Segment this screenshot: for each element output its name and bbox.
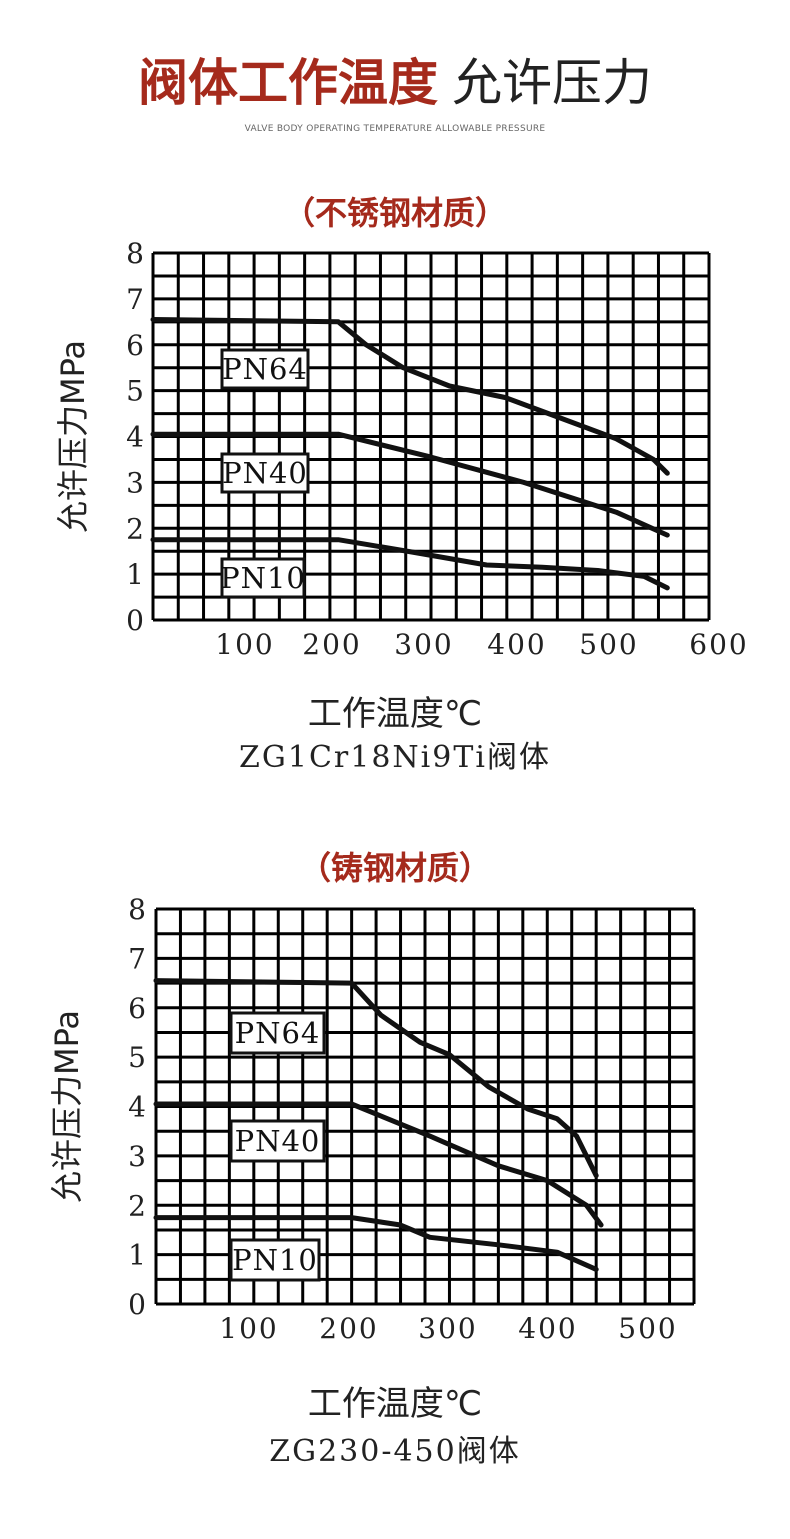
series-label-pn64: PN64 — [229, 1011, 326, 1055]
x-tick-label: 600 — [689, 628, 748, 661]
page-title-strong: 阀体工作温度 — [138, 53, 438, 112]
chart-1-xlabel: 工作温度℃ — [307, 694, 483, 734]
y-tick-label: 4 — [128, 1091, 146, 1124]
chart-1-model-title: ZG1Cr18Ni9Ti阀体 — [239, 740, 551, 775]
page-header: 阀体工作温度 允许压力 VALVE BODY OPERATING TEMPERAT… — [0, 48, 790, 134]
series-line-pn10 — [150, 537, 670, 591]
y-tick-label: 2 — [128, 1189, 146, 1222]
x-tick-label: 200 — [302, 628, 361, 661]
series-label-pn64: PN64 — [220, 348, 310, 390]
x-tick-label: 300 — [394, 628, 453, 661]
series-label-box — [220, 452, 310, 494]
page-subtitle-en: VALVE BODY OPERATING TEMPERATURE ALLOWAB… — [244, 124, 546, 134]
y-tick-label: 2 — [126, 512, 144, 545]
y-tick-label: 7 — [126, 283, 144, 316]
series-label-box — [229, 1011, 326, 1055]
series-label-text: PN40 — [222, 456, 308, 490]
page-title: 阀体工作温度 允许压力 — [0, 48, 790, 118]
series-label-box — [220, 557, 306, 599]
chart-1-section-title: （不锈钢材质） — [282, 194, 507, 232]
page-title-light: 允许压力 — [452, 54, 652, 112]
y-tick-label: 0 — [126, 604, 144, 637]
series-line-pn40 — [150, 431, 670, 538]
x-tick-label: 400 — [518, 1312, 577, 1345]
y-tick-label: 1 — [126, 558, 144, 591]
y-tick-label: 7 — [128, 942, 146, 975]
series-label-pn40: PN40 — [229, 1119, 326, 1163]
x-tick-label: 100 — [219, 1312, 278, 1345]
x-tick-label: 200 — [319, 1312, 378, 1345]
chart-2-grid — [154, 907, 696, 1306]
y-tick-label: 8 — [128, 893, 146, 926]
x-tick-label: 400 — [487, 628, 546, 661]
series-line-pn64 — [153, 978, 599, 1179]
y-tick-label: 6 — [126, 329, 144, 362]
series-label-text: PN10 — [220, 561, 306, 595]
series-label-box — [229, 1119, 326, 1163]
chart-2-section-title: （铸钢材质） — [298, 849, 491, 887]
chart-2-xlabel: 工作温度℃ — [307, 1384, 483, 1424]
series-line-pn40 — [153, 1101, 604, 1228]
y-tick-label: 6 — [128, 992, 146, 1025]
x-tick-label: 500 — [579, 628, 638, 661]
y-axis-label: 允许压力MPa — [48, 1010, 86, 1203]
y-axis-label: 允许压力MPa — [54, 340, 92, 533]
series-label-pn10: PN10 — [229, 1238, 321, 1282]
series-label-pn10: PN10 — [220, 557, 306, 599]
series-label-pn40: PN40 — [220, 452, 310, 494]
y-tick-label: 8 — [126, 237, 144, 270]
y-tick-label: 1 — [128, 1239, 146, 1272]
y-tick-label: 5 — [128, 1041, 146, 1074]
y-tick-label: 3 — [128, 1140, 146, 1173]
series-label-text: PN64 — [235, 1016, 321, 1050]
y-tick-label: 0 — [128, 1288, 146, 1321]
series-label-text: PN40 — [235, 1124, 321, 1158]
chart-2-model-title: ZG230-450阀体 — [269, 1434, 521, 1469]
x-tick-label: 300 — [418, 1312, 477, 1345]
series-label-text: PN10 — [232, 1243, 318, 1277]
series-label-box — [229, 1238, 321, 1282]
y-tick-label: 4 — [126, 421, 144, 454]
x-tick-label: 100 — [215, 628, 274, 661]
x-tick-label: 500 — [618, 1312, 677, 1345]
series-line-pn10 — [153, 1215, 599, 1272]
chart-1-stainless: 0 1 2 3 4 5 6 7 8 100 200 300 400 500 600 允许压力MPa PN64 PN… — [54, 237, 748, 661]
series-line-pn64 — [150, 317, 670, 476]
series-label-box — [220, 348, 310, 390]
y-tick-label: 3 — [126, 466, 144, 499]
y-tick-label: 5 — [126, 375, 144, 408]
series-label-text: PN64 — [222, 352, 308, 386]
